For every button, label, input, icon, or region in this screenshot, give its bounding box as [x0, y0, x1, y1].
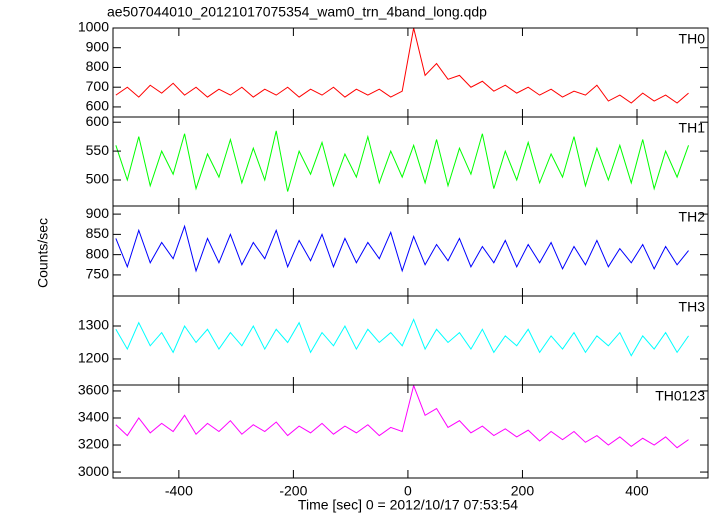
y-tick-label: 900: [86, 205, 110, 221]
panel-label: TH0123: [655, 388, 705, 404]
y-tick-label: 3000: [78, 463, 109, 479]
y-tick-label: 700: [86, 78, 110, 94]
panel-frame: [112, 27, 709, 118]
x-tick-label: -400: [165, 483, 193, 499]
x-tick-label: 400: [625, 483, 649, 499]
panel-frame: [112, 116, 709, 207]
x-tick-label: 0: [404, 483, 412, 499]
y-tick-label: 1200: [78, 350, 109, 366]
light-curve: [115, 130, 690, 192]
panel-label: TH0: [679, 31, 706, 47]
y-tick-label: 3600: [78, 382, 109, 398]
y-tick-label: 550: [86, 142, 110, 158]
y-tick-label: 3200: [78, 436, 109, 452]
y-tick-label: 800: [86, 58, 110, 74]
panel-frame: [112, 295, 709, 386]
y-tick-label: 600: [86, 113, 110, 129]
y-tick-label: 600: [86, 98, 110, 114]
x-axis-label: Time [sec] 0 = 2012/10/17 07:53:54: [298, 497, 518, 513]
chart-title: ae507044010_20121017075354_wam0_trn_4ban…: [107, 4, 487, 20]
light-curve: [115, 224, 689, 273]
y-tick-label: 500: [86, 171, 110, 187]
panel-label: TH3: [679, 299, 706, 315]
light-curve: [115, 385, 689, 449]
y-tick-label: 1300: [78, 317, 109, 333]
x-tick-label: -200: [279, 483, 307, 499]
panel-label: TH2: [679, 209, 706, 225]
y-tick-label: 850: [86, 225, 110, 241]
y-tick-label: 1000: [78, 19, 109, 35]
x-tick-label: 200: [511, 483, 535, 499]
panel-label: TH1: [679, 120, 706, 136]
light-curve: [115, 318, 689, 357]
y-tick-label: 900: [86, 38, 110, 54]
y-tick-label: 3400: [78, 409, 109, 425]
y-axis-label: Counts/sec: [35, 218, 51, 288]
y-tick-label: 750: [86, 266, 110, 282]
light-curve: [115, 28, 689, 104]
y-tick-label: 800: [86, 245, 110, 261]
panel-frame: [112, 384, 709, 479]
